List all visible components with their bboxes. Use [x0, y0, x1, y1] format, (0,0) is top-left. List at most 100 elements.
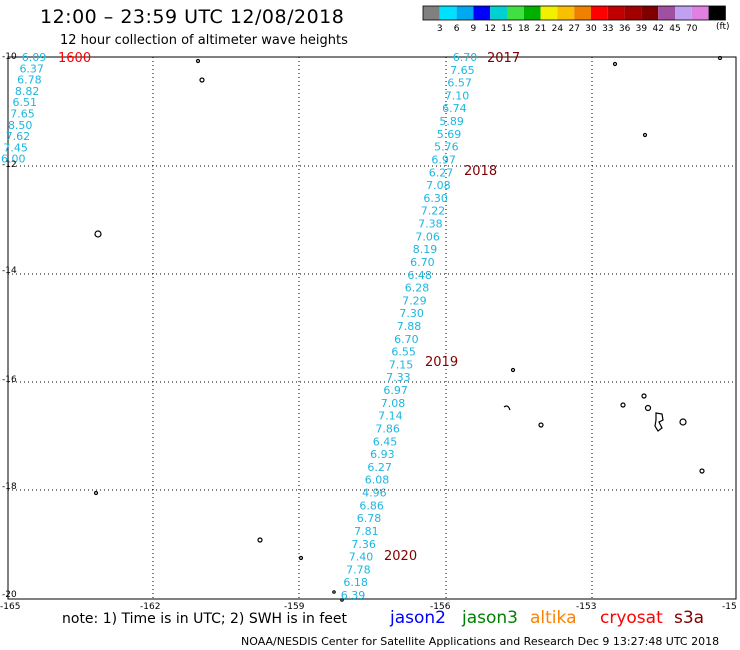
swh-value: 6.70: [394, 333, 419, 346]
island: [257, 537, 263, 543]
island: [538, 422, 544, 428]
lon-tick: -159: [284, 602, 305, 612]
scale-label: 12: [484, 24, 495, 34]
scale-label: 45: [669, 24, 680, 34]
lat-tick: -16: [2, 375, 17, 385]
scale-label: 39: [636, 24, 648, 34]
swh-value: 6.97: [383, 384, 408, 397]
swh-value: 7.15: [389, 358, 414, 371]
scale-swatch: [490, 6, 507, 20]
scale-swatch: [473, 6, 491, 20]
swh-value: 7.33: [386, 371, 411, 384]
swh-value: 6.27: [367, 461, 392, 474]
island: [340, 598, 344, 602]
swh-value: 6.93: [370, 448, 395, 461]
swh-value: 6.70: [453, 51, 478, 64]
scale-label: 42: [652, 24, 663, 34]
scale-swatch: [540, 6, 558, 20]
sat-label-jason3: jason3: [462, 608, 518, 628]
scale-label: 15: [501, 24, 512, 34]
scale-border: [422, 5, 726, 21]
swh-value: 6.30: [423, 192, 448, 205]
swh-value: 5.89: [439, 115, 464, 128]
scale-swatch: [641, 6, 659, 20]
time-label: 2018: [464, 164, 497, 179]
swh-value: 6.37: [19, 62, 44, 75]
scale-swatch: [658, 6, 675, 20]
scale-swatch: [574, 6, 591, 20]
scale-swatch: [691, 6, 709, 20]
island: [641, 393, 647, 399]
swh-value: 7.65: [450, 64, 475, 77]
swh-value: 7.38: [418, 218, 443, 231]
scale-label: 30: [585, 24, 597, 34]
lon-tick: -162: [140, 602, 161, 612]
island: [195, 58, 201, 64]
scale-label: 33: [602, 24, 613, 34]
swh-value: 6.51: [13, 96, 38, 109]
scale-swatch: [507, 6, 524, 20]
island: [94, 230, 102, 238]
island: [298, 555, 304, 561]
swh-value: 6.57: [447, 77, 472, 90]
time-label: 2020: [384, 549, 417, 564]
scale-swatch: [607, 6, 625, 20]
sat-label-s3a: s3a: [674, 608, 705, 628]
island: [199, 77, 205, 83]
swh-value: 6.28: [405, 282, 430, 295]
island: [717, 55, 723, 61]
island: [654, 412, 664, 432]
swh-value: 7.36: [351, 538, 376, 551]
island-outlines: [93, 55, 723, 602]
swh-value: 6.97: [431, 153, 456, 166]
scale-swatch: [557, 6, 575, 20]
swh-value: 5.76: [434, 141, 459, 154]
map-subtitle: 12 hour collection of altimeter wave hei…: [60, 33, 348, 48]
lat-tick: -20: [2, 590, 17, 600]
island: [644, 404, 652, 412]
scale-label: 27: [568, 24, 579, 34]
swh-value: 7.65: [10, 108, 35, 121]
swh-value: 6.78: [17, 74, 42, 87]
swh-value: 6.78: [357, 512, 382, 525]
island: [503, 405, 511, 411]
island: [699, 468, 705, 474]
scale-label: 18: [518, 24, 530, 34]
lon-tick: -165: [0, 602, 21, 612]
time-label: 2019: [425, 355, 458, 370]
scale-label: 36: [619, 24, 631, 34]
swh-value: 7.08: [426, 179, 451, 192]
island: [612, 61, 618, 67]
scale-swatch: [439, 6, 457, 20]
swh-value: 6.86: [359, 499, 384, 512]
swh-value: 6.70: [410, 256, 435, 269]
color-scale: 3 6 9 12 15 18 21 24 27 30 33 36 39 42 45 70: [422, 5, 726, 34]
scale-swatch: [423, 6, 440, 20]
sat-label-cryosat: cryosat: [600, 608, 663, 628]
sat-label-jason2: jason2: [390, 608, 446, 628]
time-label: 1600: [58, 51, 91, 66]
swh-value: 6.39: [341, 589, 366, 602]
swh-value: 6.74: [442, 102, 467, 115]
scale-label: 6: [454, 24, 460, 34]
swh-value: 7.29: [402, 294, 427, 307]
scale-swatch: [456, 6, 474, 20]
scale-label: 70: [686, 24, 698, 34]
swh-value: 6.55: [391, 346, 416, 359]
scale-label: 9: [471, 24, 477, 34]
swh-value: 7.78: [346, 563, 371, 576]
island: [679, 418, 687, 426]
swh-value: 4.96: [362, 487, 387, 500]
scale-swatch: [624, 6, 642, 20]
swh-value: 7.06: [415, 230, 440, 243]
island: [510, 367, 516, 373]
map-title: 12:00 – 23:59 UTC 12/08/2018: [40, 6, 345, 28]
lon-tick: -15: [722, 602, 737, 612]
map-grid: [8, 57, 736, 599]
swh-value: 6.08: [365, 474, 390, 487]
color-scale-unit: (ft): [716, 22, 730, 32]
swh-value: 7.86: [375, 422, 400, 435]
island: [642, 132, 648, 138]
swh-value: 6.48: [407, 269, 432, 282]
